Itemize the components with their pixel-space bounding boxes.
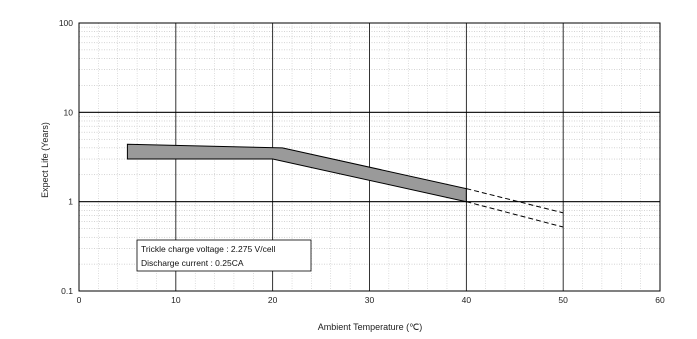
x-tick-label: 50 — [558, 295, 568, 305]
x-axis-title: Ambient Temperature (℃) — [318, 322, 422, 332]
y-tick-label: 10 — [64, 107, 74, 117]
x-tick-label: 60 — [655, 295, 665, 305]
x-tick-label: 30 — [365, 295, 375, 305]
annotation-line-2: Discharge current : 0.25CA — [141, 258, 244, 268]
y-tick-label: 100 — [59, 18, 73, 28]
y-axis-title: Expect Life (Years) — [40, 122, 50, 198]
x-tick-label: 40 — [462, 295, 472, 305]
x-tick-label: 10 — [171, 295, 181, 305]
plot-frame — [78, 22, 661, 292]
life-band-area — [126, 143, 467, 203]
dashed-extension-lower — [466, 201, 564, 228]
annotation-line-1: Trickle charge voltage : 2.275 V/cell — [141, 244, 275, 254]
y-tick-label: 0.1 — [61, 286, 73, 296]
series-layer — [126, 143, 564, 228]
x-tick-label: 0 — [77, 295, 82, 305]
x-tick-label: 20 — [268, 295, 278, 305]
tick-labels: 0 10 20 30 40 50 60 0.1 1 10 100 — [59, 18, 665, 305]
annotation-box: Trickle charge voltage : 2.275 V/cell Di… — [136, 239, 312, 272]
annotation-frame — [136, 239, 312, 272]
dashed-extension-upper — [466, 188, 564, 214]
y-tick-label: 1 — [68, 197, 73, 207]
